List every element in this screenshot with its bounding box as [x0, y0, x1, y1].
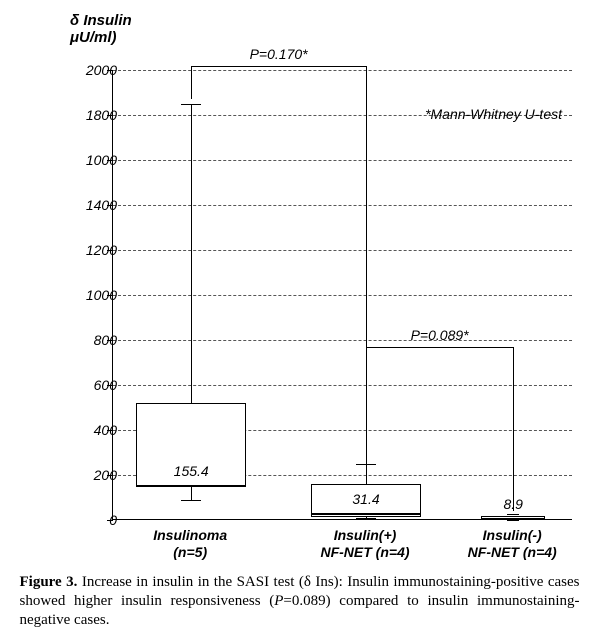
figure-caption: Figure 3. Increase in insulin in the SAS… [20, 573, 580, 629]
y-tick-label: 1200 [57, 242, 117, 258]
boxplot-chart: δ Insulin μU/ml) 155.431.48.9P=0.170*P=0… [12, 12, 587, 567]
y-tick-label: 1000 [57, 287, 117, 303]
y-tick-label: 200 [57, 467, 117, 483]
plot-area: 155.431.48.9P=0.170*P=0.089**Mann-Whitne… [112, 70, 572, 520]
stat-test-note: *Mann-Whitney U-test [425, 106, 562, 122]
whisker [191, 486, 192, 500]
p-value-label: P=0.170* [250, 46, 308, 62]
grid-line [113, 205, 572, 206]
y-tick-label: 0 [57, 512, 117, 528]
y-tick-label: 600 [57, 377, 117, 393]
grid-line [113, 295, 572, 296]
whisker-cap [181, 500, 201, 501]
grid-line [113, 385, 572, 386]
grid-line [113, 340, 572, 341]
box-value-label: 31.4 [352, 491, 379, 507]
comparison-bracket [366, 347, 367, 478]
box-value-label: 155.4 [174, 463, 209, 479]
y-tick-label: 1400 [57, 197, 117, 213]
grid-line [113, 160, 572, 161]
y-axis-title: δ Insulin μU/ml) [70, 12, 132, 47]
comparison-bracket [366, 347, 513, 348]
whisker-cap [181, 104, 201, 105]
y-tick-label: 800 [57, 332, 117, 348]
whisker-cap [356, 518, 376, 519]
category-label: Insulin(+)NF-NET (n=4) [280, 527, 450, 561]
y-axis-title-line2: μU/ml) [70, 29, 117, 46]
whisker [191, 104, 192, 403]
comparison-bracket [191, 66, 192, 100]
median-line [481, 518, 545, 520]
y-axis-title-line1: δ Insulin [70, 12, 132, 29]
y-tick-label: 1800 [57, 107, 117, 123]
p-value-label: P=0.089* [411, 327, 469, 343]
median-line [136, 485, 246, 487]
category-label: Insulinoma(n=5) [105, 527, 275, 561]
category-label: Insulin(-)NF-NET (n=4) [427, 527, 597, 561]
comparison-bracket [191, 66, 366, 67]
y-tick-label: 400 [57, 422, 117, 438]
y-tick-label: 2000 [57, 62, 117, 78]
comparison-bracket [513, 347, 514, 511]
median-line [311, 513, 421, 515]
grid-line [113, 250, 572, 251]
figure-label: Figure 3. [20, 574, 78, 590]
grid-line [113, 70, 572, 71]
y-tick-label: 1000 [57, 152, 117, 168]
